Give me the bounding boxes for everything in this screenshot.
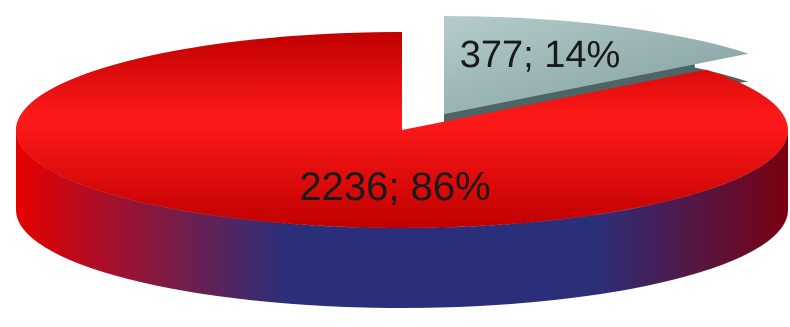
slice-large-side — [16, 130, 788, 308]
pie-slice-large — [15, 32, 788, 228]
pie-slice-small — [444, 16, 748, 114]
slice-small-side — [444, 39, 748, 122]
data-label-large: 2236; 86% — [299, 165, 490, 209]
data-label-small: 377; 14% — [460, 34, 621, 76]
